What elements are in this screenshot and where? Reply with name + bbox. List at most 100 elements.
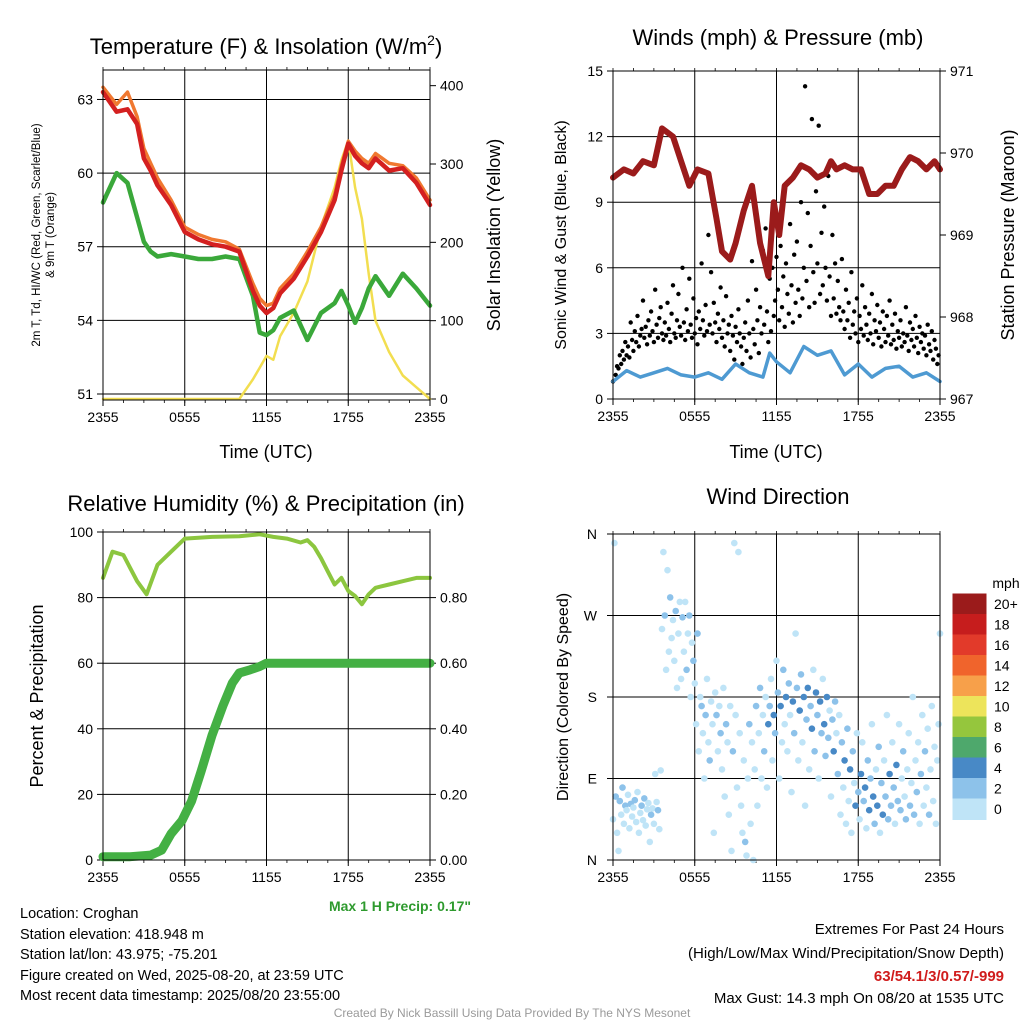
dir-point	[908, 779, 915, 787]
dir-point	[615, 847, 622, 855]
dir-point	[672, 607, 679, 615]
dir-point	[729, 748, 737, 755]
colorbar-label: 10	[994, 699, 1010, 715]
wind-ytick-label: 12	[587, 129, 603, 145]
wind-gust-point	[685, 329, 691, 334]
dir-point	[628, 813, 636, 820]
dir-point	[846, 766, 854, 773]
wind-gust-point	[896, 335, 902, 340]
dir-point	[816, 698, 824, 705]
wind-gust-point	[831, 296, 836, 301]
temp-series-td	[100, 170, 433, 343]
dir-point	[876, 829, 884, 837]
wind-gust-point	[749, 259, 755, 264]
extremes-values: 63/54.1/3/0.57/-999	[873, 968, 1004, 985]
dir-ytick-label: N	[587, 526, 597, 542]
dir-point	[929, 797, 937, 805]
dir-point	[818, 729, 825, 737]
wind-gust-point	[623, 339, 628, 345]
wind-gust-point	[830, 232, 835, 238]
dir-point	[815, 775, 822, 782]
wind-gust-point	[894, 346, 899, 351]
dir-point	[830, 748, 837, 755]
wind-gust-point	[718, 285, 723, 290]
station-location: Location: Croghan	[20, 906, 139, 922]
rh-xtick-label: 2355	[414, 869, 445, 885]
dir-ytick-label: E	[588, 771, 597, 787]
precip-line	[98, 658, 435, 862]
dir-point	[899, 748, 907, 755]
wind-gust-point	[613, 372, 618, 378]
wind-gust-point	[698, 326, 703, 332]
rh-ytick-label: 100	[70, 524, 94, 540]
dir-point	[705, 739, 712, 746]
dir-point	[795, 757, 802, 764]
wind-gust-point	[824, 298, 830, 303]
dir-point	[677, 675, 685, 683]
dir-point	[769, 757, 776, 764]
wind-gust-point	[782, 324, 787, 329]
wind-gust-point	[811, 270, 816, 275]
colorbar-label: 12	[994, 678, 1010, 694]
wind-gust-point	[837, 305, 842, 310]
dir-point	[786, 711, 794, 719]
dir-point	[702, 711, 709, 719]
dir-point	[653, 798, 660, 806]
dir-point	[656, 825, 663, 833]
wind-gust-point	[924, 353, 929, 358]
dir-point	[891, 820, 899, 828]
dir-point	[763, 784, 771, 791]
dir-point	[920, 802, 927, 809]
wind-gust-point	[888, 342, 894, 347]
dir-point	[654, 806, 662, 814]
wind-gust-point	[646, 318, 651, 323]
wind-gust-point	[778, 243, 783, 249]
dir-point	[698, 702, 705, 710]
dir-point	[895, 720, 903, 728]
wind-xtick-label: 1155	[761, 408, 791, 424]
dir-point	[859, 739, 866, 746]
dir-point	[879, 811, 887, 818]
wind-gust-point	[853, 331, 858, 336]
temp-series-t	[100, 89, 433, 316]
wind-gust-point	[805, 210, 810, 216]
dir-point	[754, 802, 761, 809]
dir-point	[863, 825, 870, 832]
dir-point	[613, 829, 621, 837]
dir-point	[713, 711, 720, 719]
dir-point	[865, 806, 873, 814]
wind-gust-point	[907, 320, 913, 325]
wind-gust-point	[717, 326, 722, 332]
dir-point	[696, 693, 704, 701]
wind-gust-point	[650, 329, 655, 334]
wind-gust-point	[772, 298, 778, 303]
wind-panel: 2355 0555 1155 1755 235503691215967968969970…	[553, 25, 1018, 462]
wind-gust-point	[627, 355, 632, 360]
dir-point	[797, 671, 805, 678]
wind-gust-point	[901, 331, 906, 336]
wind-gust-point	[638, 333, 643, 338]
wind-gust-point	[741, 335, 746, 340]
dir-point	[916, 820, 923, 828]
dir-point	[683, 666, 690, 674]
wind-gust-point	[792, 252, 797, 257]
dir-point	[884, 816, 892, 823]
wind-gust-point	[745, 298, 751, 303]
temp-xtick-label: 1755	[333, 409, 364, 425]
wind-gust-point	[917, 324, 922, 329]
dir-point	[699, 729, 707, 737]
rh-frame	[102, 531, 431, 861]
dir-point	[710, 829, 718, 837]
wind-gust-point	[663, 333, 669, 338]
rh-xtick-label: 0555	[169, 869, 200, 885]
wind-gust-point	[674, 318, 680, 323]
temp-y2label: Solar Insolation (Yellow)	[484, 139, 504, 331]
dir-point	[778, 739, 786, 746]
wind-gust-point	[670, 283, 676, 288]
wind-gust-point	[852, 309, 857, 314]
dir-point	[658, 625, 666, 633]
temp-ytick-label: 57	[77, 239, 93, 255]
dir-point	[829, 716, 836, 723]
dir-point	[777, 702, 784, 710]
wind-gust-point	[768, 329, 774, 334]
